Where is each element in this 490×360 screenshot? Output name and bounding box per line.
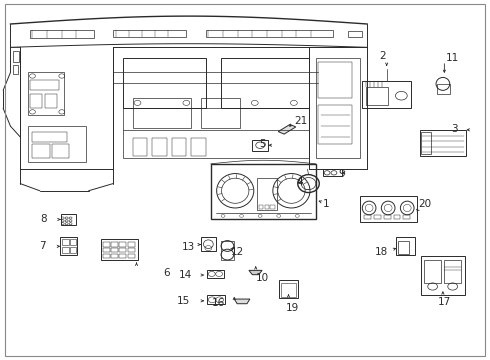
Bar — [133, 138, 147, 156]
Bar — [211, 164, 316, 220]
Bar — [201, 237, 216, 251]
Bar — [111, 253, 118, 258]
Bar — [70, 239, 76, 245]
Bar — [270, 205, 275, 210]
Bar — [323, 169, 342, 176]
Bar — [403, 215, 410, 220]
Bar — [281, 283, 296, 297]
Bar — [384, 215, 391, 220]
Text: 18: 18 — [374, 247, 388, 257]
Text: 6: 6 — [164, 268, 170, 278]
Text: 8: 8 — [41, 215, 47, 224]
Bar — [221, 241, 234, 260]
Text: 15: 15 — [177, 296, 190, 306]
Bar — [366, 87, 388, 105]
Bar — [279, 280, 298, 298]
Bar — [70, 247, 76, 253]
Polygon shape — [234, 299, 250, 304]
Bar — [32, 144, 49, 158]
Bar — [123, 108, 309, 158]
Bar — [393, 215, 400, 220]
Bar — [30, 80, 59, 90]
Bar — [103, 253, 110, 258]
Bar — [30, 94, 42, 108]
Bar — [220, 58, 309, 108]
Bar — [201, 98, 240, 128]
Bar — [424, 260, 441, 283]
Polygon shape — [278, 125, 296, 134]
Bar — [207, 295, 225, 305]
Text: 1: 1 — [323, 199, 330, 210]
Bar — [257, 178, 277, 211]
Bar — [172, 138, 186, 156]
Bar — [128, 248, 135, 252]
Bar — [259, 205, 263, 210]
Bar — [111, 242, 118, 247]
Bar — [32, 132, 67, 142]
Bar — [101, 239, 138, 260]
Bar — [111, 248, 118, 252]
Bar — [120, 242, 126, 247]
Bar — [360, 197, 416, 222]
Bar — [62, 239, 69, 245]
Bar — [421, 132, 431, 154]
Text: 13: 13 — [182, 242, 195, 252]
Bar — [207, 270, 224, 278]
Bar — [103, 242, 110, 247]
Text: 14: 14 — [179, 270, 192, 280]
Text: 12: 12 — [230, 247, 244, 257]
Bar — [316, 58, 360, 158]
Bar — [396, 237, 415, 255]
Bar — [128, 242, 135, 247]
Bar — [444, 260, 461, 283]
Text: 5: 5 — [260, 139, 266, 149]
Bar — [13, 51, 19, 62]
Text: 21: 21 — [294, 116, 307, 126]
Bar — [421, 256, 465, 296]
Bar — [152, 138, 167, 156]
Text: 20: 20 — [418, 199, 432, 210]
Text: 3: 3 — [451, 124, 458, 134]
Text: 9: 9 — [339, 168, 345, 179]
Bar — [13, 65, 18, 74]
Bar — [113, 30, 186, 37]
Bar — [191, 138, 206, 156]
Bar — [265, 205, 269, 210]
Text: 4: 4 — [296, 177, 303, 187]
Bar — [133, 98, 191, 128]
Bar — [252, 140, 268, 150]
Text: 19: 19 — [286, 303, 299, 312]
Bar — [362, 81, 411, 108]
Bar — [120, 253, 126, 258]
Bar — [30, 31, 94, 39]
Bar — [61, 214, 76, 225]
Bar — [374, 215, 381, 220]
Bar — [27, 126, 86, 162]
Bar — [206, 30, 333, 37]
Bar — [420, 130, 466, 156]
Bar — [45, 94, 57, 108]
Text: 16: 16 — [212, 298, 225, 308]
Bar — [60, 237, 77, 255]
Text: 11: 11 — [445, 53, 459, 63]
Bar — [123, 58, 206, 108]
Text: 2: 2 — [379, 51, 386, 61]
Bar — [62, 247, 69, 253]
Bar — [27, 72, 64, 116]
Text: 17: 17 — [438, 297, 451, 307]
Bar — [128, 253, 135, 258]
Bar — [318, 105, 352, 144]
Bar — [52, 144, 69, 158]
Bar — [318, 62, 352, 98]
Text: 7: 7 — [39, 241, 46, 251]
Bar — [364, 215, 371, 220]
Bar — [120, 248, 126, 252]
Bar — [347, 31, 362, 37]
Polygon shape — [249, 270, 262, 275]
Bar — [103, 248, 110, 252]
Bar — [398, 241, 409, 254]
Bar — [437, 84, 450, 94]
Text: 10: 10 — [256, 273, 269, 283]
